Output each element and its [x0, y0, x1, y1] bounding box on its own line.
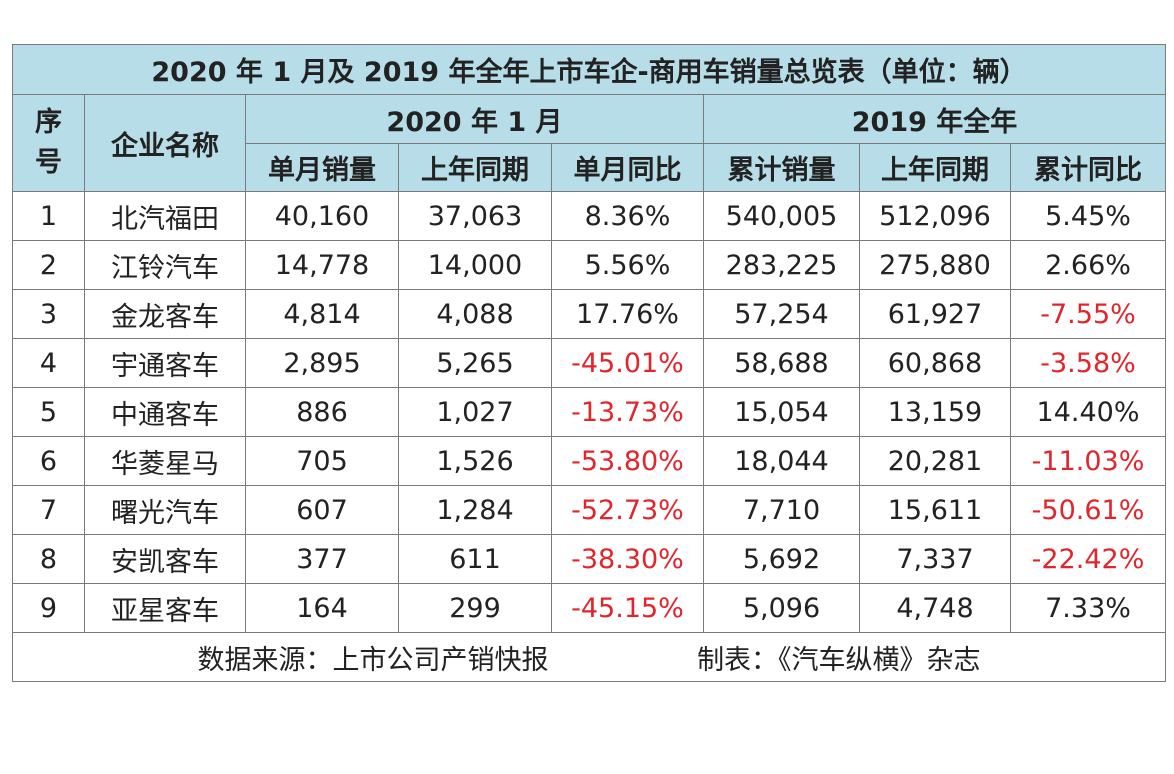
company-name-cell: 亚星客车 — [84, 583, 246, 633]
jan-yoy-cell: -45.01% — [551, 338, 704, 388]
jan-yoy-cell: 5.56% — [551, 240, 704, 290]
company-name-cell: 安凯客车 — [84, 534, 246, 584]
table-row: 9 亚星客车 164 299 -45.15% 5,096 4,748 7.33% — [12, 583, 1167, 633]
cum-prev-cell: 20,281 — [859, 436, 1011, 486]
jan-yoy-cell: -45.15% — [551, 583, 704, 633]
company-name-cell: 北汽福田 — [84, 191, 246, 241]
cum-yoy-cell: 2.66% — [1009, 240, 1167, 290]
index-header: 序 号 — [12, 94, 85, 192]
row-index-cell: 8 — [12, 534, 85, 584]
cum-prev-cell: 13,159 — [859, 387, 1011, 437]
table-row: 1 北汽福田 40,160 37,063 8.36% 540,005 512,096 5.45… — [12, 191, 1167, 241]
row-index-cell: 7 — [12, 485, 85, 535]
table-maker-note: 制表：《汽车纵横》杂志 — [697, 644, 981, 676]
cum-prev-header: 上年同期 — [859, 143, 1011, 192]
group-header-2019-full-year: 2019 年全年 — [702, 94, 1167, 144]
table-row: 6 华菱星马 705 1,526 -53.80% 18,044 20,281 -11.03% — [12, 436, 1167, 486]
jan-sales-cell: 14,778 — [245, 240, 399, 290]
cum-sales-cell: 18,044 — [703, 436, 860, 486]
cum-yoy-cell: -11.03% — [1009, 436, 1167, 486]
cum-prev-cell: 7,337 — [859, 534, 1011, 584]
row-index-cell: 3 — [12, 289, 85, 339]
row-index-cell: 2 — [12, 240, 85, 290]
table-row: 5 中通客车 886 1,027 -13.73% 15,054 13,159 14.40% — [12, 387, 1167, 437]
jan-sales-cell: 377 — [245, 534, 399, 584]
jan-sales-cell: 886 — [245, 387, 399, 437]
cum-sales-cell: 57,254 — [703, 289, 860, 339]
jan-prev-cell: 5,265 — [398, 338, 552, 388]
cum-sales-cell: 540,005 — [703, 191, 860, 241]
table-footer: 数据来源：上市公司产销快报 制表：《汽车纵横》杂志 — [11, 632, 1167, 682]
jan-sales-cell: 607 — [245, 485, 399, 535]
cum-sales-cell: 7,710 — [703, 485, 860, 535]
company-name-cell: 宇通客车 — [84, 338, 246, 388]
table-row: 2 江铃汽车 14,778 14,000 5.56% 283,225 275,880 2.66… — [12, 240, 1167, 290]
row-index-cell: 1 — [12, 191, 85, 241]
cum-prev-cell: 15,611 — [859, 485, 1011, 535]
cum-yoy-cell: 5.45% — [1009, 191, 1167, 241]
company-name-cell: 曙光汽车 — [84, 485, 246, 535]
company-header: 企业名称 — [84, 94, 246, 192]
jan-sales-cell: 4,814 — [245, 289, 399, 339]
jan-sales-cell: 2,895 — [245, 338, 399, 388]
jan-prev-cell: 1,027 — [398, 387, 552, 437]
row-index-cell: 4 — [12, 338, 85, 388]
jan-prev-cell: 14,000 — [398, 240, 552, 290]
jan-prev-cell: 1,526 — [398, 436, 552, 486]
jan-yoy-cell: 8.36% — [551, 191, 704, 241]
table-title: 2020 年 1 月及 2019 年全年上市车企-商用车销量总览表（单位：辆） — [11, 44, 1167, 95]
row-index-cell: 9 — [12, 583, 85, 633]
group-header-2020-jan: 2020 年 1 月 — [245, 94, 704, 144]
index-header-bottom: 号 — [35, 147, 62, 178]
table-row: 8 安凯客车 377 611 -38.30% 5,692 7,337 -22.42% — [12, 534, 1167, 584]
jan-yoy-cell: -53.80% — [551, 436, 704, 486]
row-index-cell: 5 — [12, 387, 85, 437]
company-name-cell: 江铃汽车 — [84, 240, 246, 290]
company-name-cell: 金龙客车 — [84, 289, 246, 339]
cum-yoy-cell: -7.55% — [1009, 289, 1167, 339]
jan-prev-cell: 299 — [398, 583, 552, 633]
jan-sales-cell: 705 — [245, 436, 399, 486]
jan-sales-header: 单月销量 — [245, 143, 399, 192]
jan-prev-cell: 37,063 — [398, 191, 552, 241]
cum-sales-cell: 283,225 — [703, 240, 860, 290]
jan-yoy-cell: 17.76% — [551, 289, 704, 339]
jan-prev-header: 上年同期 — [398, 143, 552, 192]
jan-yoy-cell: -38.30% — [551, 534, 704, 584]
jan-prev-cell: 611 — [398, 534, 552, 584]
cum-prev-cell: 512,096 — [859, 191, 1011, 241]
jan-yoy-cell: -52.73% — [551, 485, 704, 535]
cum-yoy-cell: -50.61% — [1009, 485, 1167, 535]
company-name-cell: 华菱星马 — [84, 436, 246, 486]
table-body: 1 北汽福田 40,160 37,063 8.36% 540,005 512,096 5.45… — [12, 191, 1167, 633]
cum-prev-cell: 61,927 — [859, 289, 1011, 339]
cum-prev-cell: 4,748 — [859, 583, 1011, 633]
jan-prev-cell: 4,088 — [398, 289, 552, 339]
cum-yoy-cell: 7.33% — [1009, 583, 1167, 633]
sales-table: 2020 年 1 月及 2019 年全年上市车企-商用车销量总览表（单位：辆） … — [11, 44, 1167, 682]
cum-sales-header: 累计销量 — [703, 143, 860, 192]
cum-prev-cell: 275,880 — [859, 240, 1011, 290]
jan-sales-cell: 40,160 — [245, 191, 399, 241]
cum-prev-cell: 60,868 — [859, 338, 1011, 388]
cum-sales-cell: 5,692 — [703, 534, 860, 584]
table-row: 7 曙光汽车 607 1,284 -52.73% 7,710 15,611 -50.61% — [12, 485, 1167, 535]
cum-sales-cell: 5,096 — [703, 583, 860, 633]
table-row: 4 宇通客车 2,895 5,265 -45.01% 58,688 60,868 -3.58% — [12, 338, 1167, 388]
jan-yoy-header: 单月同比 — [551, 143, 704, 192]
cum-yoy-cell: 14.40% — [1009, 387, 1167, 437]
data-source-note: 数据来源：上市公司产销快报 — [197, 644, 549, 676]
cum-yoy-cell: -3.58% — [1009, 338, 1167, 388]
jan-yoy-cell: -13.73% — [551, 387, 704, 437]
company-name-cell: 中通客车 — [84, 387, 246, 437]
row-index-cell: 6 — [12, 436, 85, 486]
cum-sales-cell: 15,054 — [703, 387, 860, 437]
index-header-top: 序 — [35, 107, 62, 138]
cum-yoy-header: 累计同比 — [1009, 143, 1167, 192]
jan-prev-cell: 1,284 — [398, 485, 552, 535]
table-row: 3 金龙客车 4,814 4,088 17.76% 57,254 61,927 -7.55% — [12, 289, 1167, 339]
cum-yoy-cell: -22.42% — [1009, 534, 1167, 584]
jan-sales-cell: 164 — [245, 583, 399, 633]
cum-sales-cell: 58,688 — [703, 338, 860, 388]
